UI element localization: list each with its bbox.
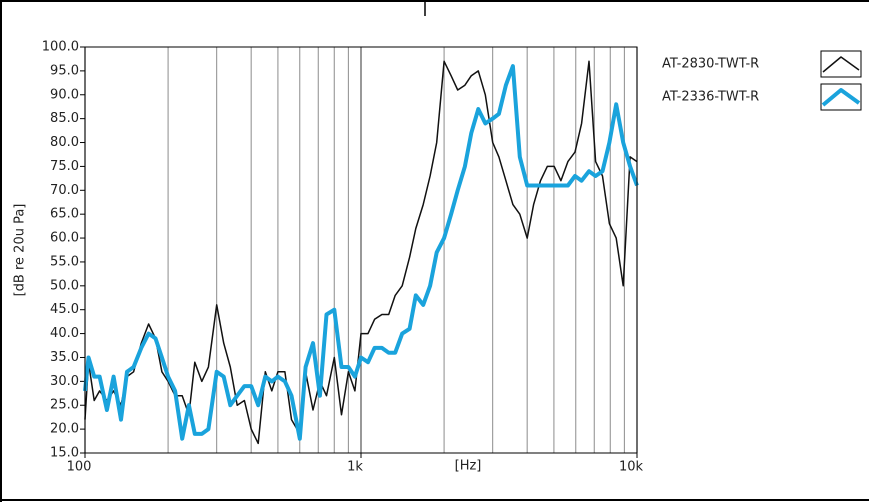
y-tick-label: 25.0 — [50, 398, 79, 413]
y-tick-label: 45.0 — [50, 302, 79, 317]
y-tick-label: 100.0 — [42, 40, 79, 55]
y-tick-label: 80.0 — [50, 135, 79, 150]
y-tick-label: 90.0 — [50, 87, 79, 102]
legend-label: AT-2336-TWT-R — [662, 90, 759, 105]
legend-swatch — [822, 56, 860, 73]
y-tick-label: 95.0 — [50, 63, 79, 78]
y-tick-label: 40.0 — [50, 326, 79, 341]
y-tick-label: 50.0 — [50, 278, 79, 293]
y-tick-label: 55.0 — [50, 254, 79, 269]
legend-label: AT-2830-TWT-R — [662, 57, 759, 72]
y-tick-label: 20.0 — [50, 422, 79, 437]
y-axis-label: [dB re 20u Pa] — [13, 204, 28, 297]
series-line — [83, 64, 639, 441]
legend-box — [820, 83, 862, 111]
y-tick-label: 75.0 — [50, 159, 79, 174]
x-tick-label: 100 — [67, 460, 92, 475]
y-tick-label: 35.0 — [50, 350, 79, 365]
plot-border — [84, 46, 638, 454]
y-tick-label: 70.0 — [50, 183, 79, 198]
y-tick-label: 60.0 — [50, 231, 79, 246]
legend-swatch — [821, 88, 861, 107]
y-tick-label: 30.0 — [50, 374, 79, 389]
legend-box — [820, 50, 862, 78]
x-tick-label: 10k — [619, 460, 644, 475]
y-tick-label: 85.0 — [50, 111, 79, 126]
x-axis-label: [Hz] — [455, 459, 482, 474]
y-tick-label: 15.0 — [50, 446, 79, 461]
x-tick-label: 1k — [347, 460, 363, 475]
y-tick-label: 65.0 — [50, 207, 79, 222]
